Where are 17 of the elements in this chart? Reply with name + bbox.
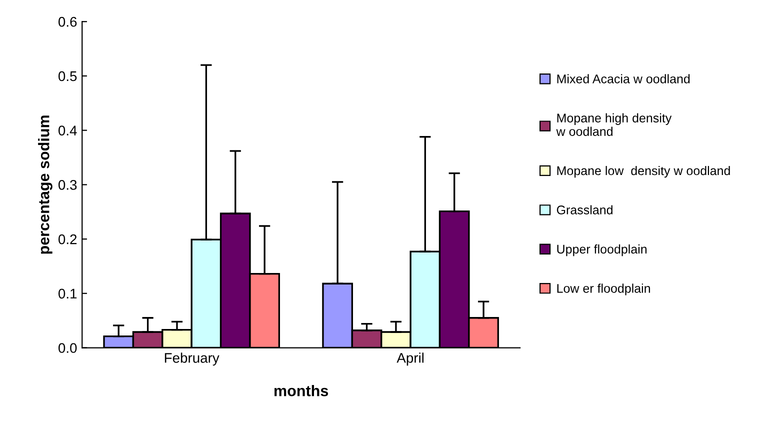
y-tick-label: 0.1 [58, 288, 77, 299]
x-axis-title: months [274, 385, 328, 396]
legend-label: Mixed Acacia w oodland [557, 74, 690, 84]
y-tick-label: 0.2 [58, 234, 77, 244]
legend-label: Upper floodplain [557, 244, 647, 256]
x-tick-label: February [164, 352, 220, 366]
legend-label: Mopane high density w oodland [556, 113, 672, 136]
y-tick-label: 0.5 [58, 71, 77, 82]
y-tick-label: 0.4 [58, 126, 77, 136]
legend-label: Mopane low density w oodland [557, 166, 730, 178]
y-axis-title: percentage sodium [38, 116, 52, 254]
y-tick-label: 0.0 [58, 343, 77, 353]
legend-label: Low er floodplain [557, 284, 650, 296]
legend-label: Grassland [556, 205, 612, 214]
x-tick-label: April [396, 352, 424, 366]
y-tick-label: 0.3 [58, 180, 77, 190]
y-tick-label: 0.6 [58, 16, 77, 27]
